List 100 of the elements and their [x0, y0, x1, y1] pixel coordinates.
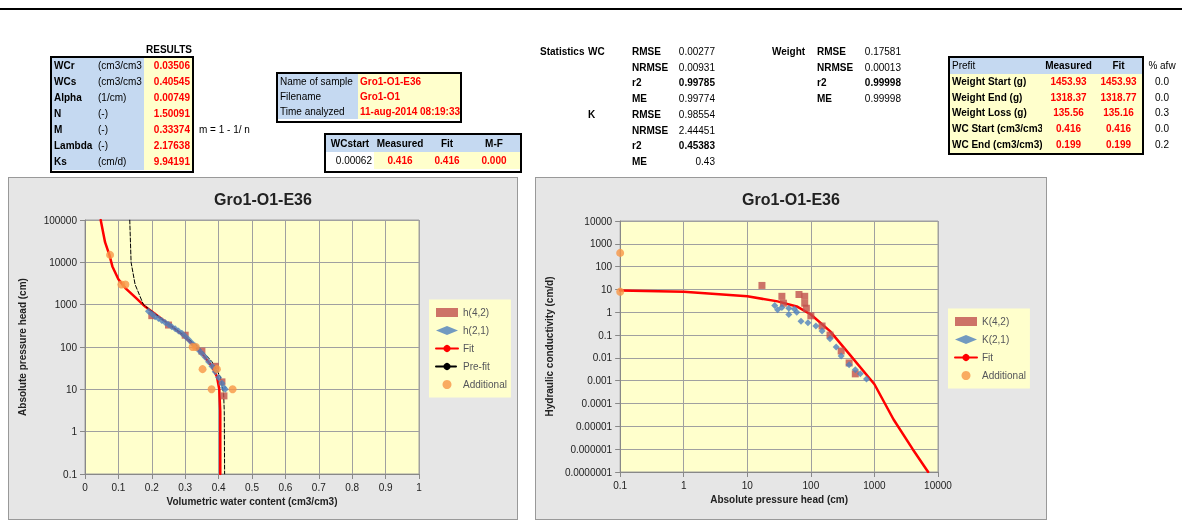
y-tick-label: 0.000001 [570, 443, 613, 455]
text: WCs [52, 74, 96, 90]
text: N [52, 106, 96, 122]
text: WC End (cm3/cm3) [950, 137, 1043, 153]
x-tick-label: 10 [741, 479, 754, 491]
text: 0.416 [374, 152, 426, 169]
x-tick-label: 0.9 [378, 481, 393, 493]
text: 0.00277 [677, 45, 716, 59]
y-tick-label: 100 [60, 341, 78, 353]
text: WCr [52, 58, 96, 74]
text: r2 [632, 140, 642, 152]
text: 2.44451 [677, 123, 716, 138]
y-tick-label: 10000 [584, 215, 613, 227]
chart-title: Gro1-O1-E36 [742, 190, 841, 208]
x-tick-label: 1 [680, 479, 687, 491]
text: 1453.93 [1042, 73, 1095, 90]
y-tick-label: 0.1 [63, 468, 78, 480]
text: K [588, 108, 596, 120]
text: 0.99774 [677, 92, 716, 107]
text: 0.17581 [863, 45, 902, 59]
y-tick-label: 0.0000001 [564, 466, 613, 478]
legend-label: Fit [463, 343, 475, 354]
legend-label: Fit [982, 352, 994, 363]
text: M [52, 122, 96, 138]
text: Fit [1095, 58, 1142, 74]
x-axis-title: Absolute pressure head (cm) [710, 494, 848, 506]
text: 1453.93 [1095, 73, 1142, 90]
text: % afw [1147, 59, 1177, 73]
text: 0.199 [1042, 137, 1095, 153]
text: ME [632, 93, 647, 105]
text: Weight End (g) [950, 89, 1042, 106]
text: 9.94191 [144, 154, 192, 170]
legend-label: Additional [982, 370, 1026, 381]
text: 2.17638 [144, 138, 192, 154]
text: ME [817, 93, 832, 105]
y-tick-label: 1 [71, 426, 78, 438]
text: 1.50091 [144, 106, 192, 122]
text: 0.0 [1154, 74, 1170, 89]
y-axis-title: Absolute pressure head (cm) [16, 278, 28, 416]
text: 0.0 [1154, 90, 1170, 105]
text: 0.33374 [144, 122, 192, 138]
y-tick-label: 100000 [43, 214, 78, 226]
text: 0.0 [1154, 122, 1170, 137]
text: 0.3 [1154, 106, 1170, 121]
text: RMSE [817, 46, 846, 57]
text: 135.16 [1095, 105, 1142, 122]
y-axis-title: Hydraulic conductivity (cm/d) [543, 276, 555, 417]
legend-label: Pre-fit [463, 361, 490, 372]
x-tick-label: 0.4 [211, 481, 226, 493]
chart-title: Gro1-O1-E36 [214, 190, 313, 208]
text: WC [588, 46, 605, 57]
legend-label: Additional [463, 379, 507, 390]
legend-label: h(2,1) [463, 325, 490, 336]
text: RESULTS [145, 44, 192, 55]
x-tick-label: 0.1 [613, 479, 628, 491]
text: RMSE [632, 108, 661, 120]
text: 135.56 [1042, 105, 1095, 122]
y-tick-label: 0.01 [592, 352, 613, 364]
y-tick-label: 0.00001 [576, 420, 613, 432]
text: r2 [817, 77, 827, 89]
text: 0.416 [1042, 121, 1095, 137]
text: (-) [96, 138, 144, 154]
text: Weight Loss (g) [950, 105, 1042, 122]
text: NRMSE [632, 124, 669, 136]
x-tick-label: 1 [416, 481, 423, 493]
text: m = 1 - 1/ n [198, 123, 251, 137]
text: WCstart [326, 135, 374, 152]
text: 1318.77 [1095, 89, 1142, 106]
y-tick-label: 0.0001 [581, 398, 613, 410]
legend-label: K(4,2) [982, 316, 1010, 327]
text: 0.00931 [677, 60, 716, 75]
text: ME [631, 154, 648, 169]
text: M-F [468, 135, 520, 152]
legend-label: K(2,1) [982, 334, 1010, 345]
text: 0.45383 [677, 139, 716, 154]
text: 0.00062 [326, 152, 374, 169]
y-tick-label: 1000 [589, 238, 613, 250]
x-tick-label: 1000 [863, 479, 886, 491]
text: Measured [374, 135, 426, 152]
text: 0.00749 [144, 90, 192, 106]
y-tick-label: 0.001 [587, 375, 613, 387]
x-tick-label: 10000 [924, 479, 953, 491]
text: 0.43 [694, 154, 716, 169]
text: Alpha [52, 90, 96, 106]
text: 1318.37 [1042, 89, 1095, 106]
text: 0.99998 [863, 76, 902, 91]
text: (1/cm) [96, 90, 144, 106]
text: Filename [278, 89, 358, 104]
text: Weight [772, 46, 806, 57]
text: 0.99998 [863, 92, 902, 107]
legend-label: h(4,2) [463, 307, 490, 318]
text: 0.40545 [144, 74, 192, 90]
x-axis-title: Volumetric water content (cm3/cm3) [166, 496, 338, 508]
text: Prefit [950, 58, 1042, 74]
text: NRMSE [632, 61, 669, 73]
y-tick-label: 10 [601, 283, 613, 295]
x-tick-label: 0.8 [345, 481, 360, 493]
x-tick-label: 0.7 [311, 481, 327, 493]
text: Name of sample [278, 74, 358, 89]
x-tick-label: 0.6 [278, 481, 293, 493]
